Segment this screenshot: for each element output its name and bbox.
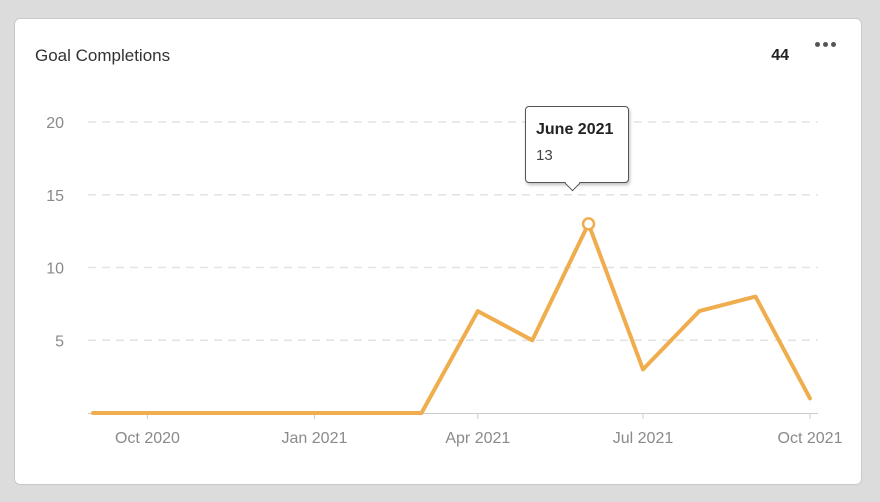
- x-tick-label-3: Jul 2021: [613, 430, 674, 447]
- y-tick-label-10: 10: [46, 261, 64, 278]
- series-layer: [91, 217, 812, 415]
- more-horizontal-icon-dot: [823, 42, 828, 47]
- y-tick-label-20: 20: [46, 115, 64, 132]
- x-tick-label-0: Oct 2020: [115, 430, 180, 447]
- more-horizontal-icon-dot: [831, 42, 836, 47]
- tooltip-value: 13: [536, 147, 553, 164]
- more-options-button[interactable]: [813, 35, 839, 53]
- highlighted-point: [581, 217, 596, 231]
- x-axis-ticks: Oct 2020 Jan 2021 Apr 2021 Jul 2021 Oct 2021: [115, 413, 843, 447]
- card-title: Goal Completions: [35, 46, 171, 65]
- tooltip-title: June 2021: [536, 121, 614, 138]
- x-tick-label-4: Oct 2021: [778, 430, 843, 447]
- grid-lines: [88, 121, 818, 341]
- y-tick-label-15: 15: [46, 188, 64, 205]
- data-tooltip: June 2021 13: [525, 106, 629, 192]
- x-tick-label-2: Apr 2021: [445, 430, 510, 447]
- goal-completions-card: Goal Completions 44: [14, 18, 862, 485]
- series-line: [91, 221, 812, 415]
- y-tick-label-5: 5: [55, 333, 64, 350]
- x-tick-label-1: Jan 2021: [282, 430, 348, 447]
- y-axis-ticks: 5 10 15 20: [46, 115, 64, 350]
- total-count: 44: [771, 47, 789, 64]
- more-horizontal-icon: [815, 42, 820, 47]
